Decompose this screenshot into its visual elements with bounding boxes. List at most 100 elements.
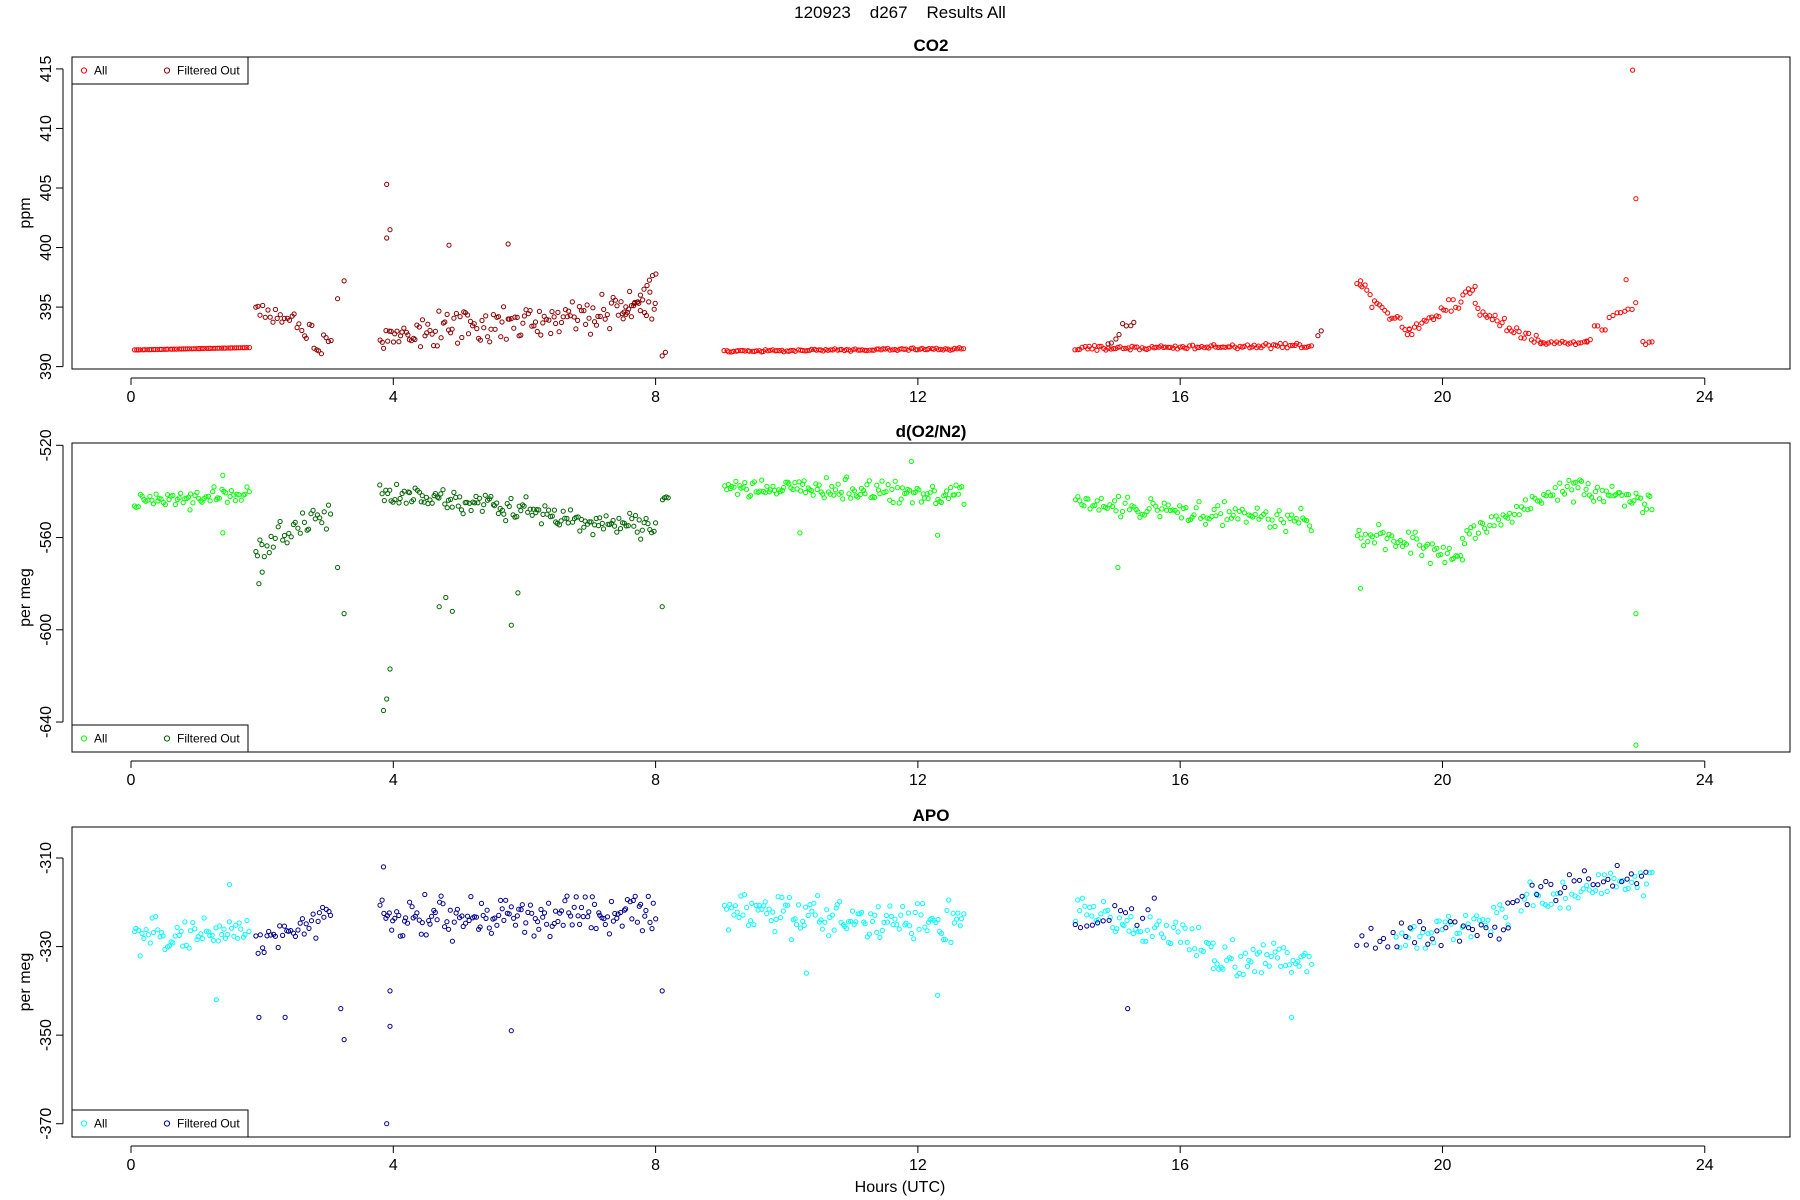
data-point [919,345,925,351]
data-point [935,917,941,923]
data-point [1372,945,1379,951]
data-point [1282,341,1288,347]
panel-do2n2: d(O2/N2) per meg 0 4 8 12 16 20 24 -640 -600 -560 -5… [17,422,1791,789]
data-point [604,914,611,920]
data-point [1414,536,1420,542]
data-point [1354,942,1360,948]
data-point [1382,547,1388,553]
data-point [1403,933,1409,940]
data-point [595,313,601,319]
data-point [492,326,498,332]
data-point [1196,344,1202,351]
data-point [653,271,659,277]
data-point [853,919,859,925]
data-point [1369,304,1375,310]
data-point [480,912,486,919]
data-point [1238,953,1244,959]
data-point [1604,888,1610,895]
data-point [1609,483,1615,489]
data-point [879,927,885,934]
data-point [1619,492,1625,498]
data-point [475,500,481,506]
data-point [460,511,466,517]
data-point [465,312,471,318]
data-point [1408,550,1414,556]
data-point [1477,312,1483,318]
data-point [226,919,232,925]
data-point [1434,918,1440,925]
data-point [1406,326,1412,333]
data-point [1499,906,1505,912]
data-point [1278,516,1284,523]
data-point [286,317,293,323]
data-point [587,331,594,337]
data-point [384,696,390,702]
data-point [327,912,334,919]
data-point [618,909,624,916]
data-point [1422,945,1428,951]
data-point [1499,320,1505,326]
data-point [1450,297,1456,303]
data-point [829,483,835,489]
data-point [940,937,947,943]
data-point [1162,344,1169,350]
data-point [614,303,620,309]
data-point [486,925,492,931]
y-tick-label: 405 [38,175,55,202]
data-point [824,907,830,913]
data-point [453,310,459,317]
data-point [1154,507,1160,513]
data-point [221,926,227,932]
data-point [1431,316,1437,323]
data-point [1398,920,1405,926]
data-point [1390,929,1396,936]
data-point [219,345,225,351]
data-point [1591,498,1597,504]
data-point [1513,503,1520,509]
data-point [194,489,200,495]
data-point [818,917,824,923]
data-point [1182,925,1188,931]
data-point [1380,935,1387,942]
data-point [454,906,460,912]
data-point [1084,912,1090,918]
data-point [301,931,307,937]
data-point [1148,496,1154,502]
data-point [620,316,626,322]
data-point [747,493,754,499]
data-point [1521,335,1527,341]
data-point [529,910,535,916]
data-point [1134,344,1140,350]
data-point [1460,292,1466,298]
data-point [753,348,760,354]
data-point [874,482,880,488]
data-point [768,918,774,924]
data-point [871,347,877,353]
data-point [602,921,608,928]
data-point [1633,611,1639,617]
data-point [1363,942,1369,948]
data-point [819,926,825,932]
data-point [492,915,498,921]
data-point [216,345,222,351]
data-point [562,515,568,521]
data-point [388,328,394,334]
data-point [1566,905,1572,911]
data-point [1505,922,1511,928]
data-point [555,918,561,925]
data-point [246,489,252,495]
data-point [1359,933,1365,939]
data-point [1115,344,1121,350]
data-point [604,312,610,318]
data-point [1530,903,1536,909]
data-point [1189,342,1196,348]
data-point [1107,914,1113,921]
data-point [1081,503,1087,509]
legend-marker-all [80,67,88,74]
data-point [1595,323,1601,329]
data-point [1459,557,1466,563]
data-point [1274,512,1280,518]
legend-label-all: All [94,1117,107,1131]
x-tick-label: 12 [909,389,927,406]
data-point [1617,310,1624,316]
